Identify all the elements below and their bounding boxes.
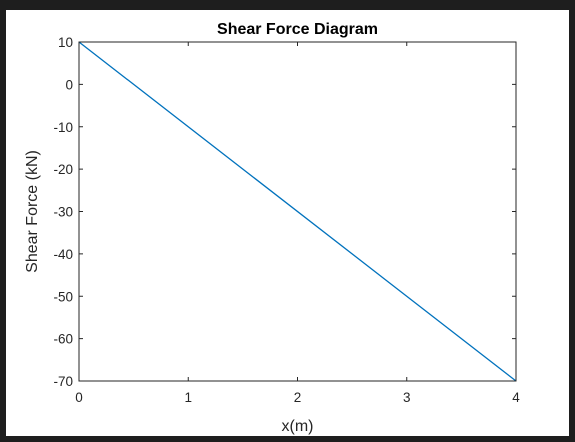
y-tick-label: -20	[53, 162, 73, 177]
x-tick-label: 2	[294, 390, 302, 405]
x-axis-label: x(m)	[282, 418, 314, 435]
series-layer	[78, 41, 517, 382]
x-tick-label: 3	[403, 390, 411, 405]
y-tick-label: -50	[53, 289, 73, 304]
x-tick-label: 4	[512, 390, 520, 405]
y-tick-label: -60	[53, 332, 73, 347]
y-tick-label: 0	[65, 77, 73, 92]
figure-canvas: 0 1 2 3 4 10 0 -10 -20 -30 -40 -50 -60 -70 Shear Forc…	[6, 10, 569, 436]
y-tick-label: -10	[53, 120, 73, 135]
shear-force-chart: 0 1 2 3 4 10 0 -10 -20 -30 -40 -50 -60 -70 Shear Forc…	[24, 21, 520, 435]
y-tick-label: -70	[53, 374, 73, 389]
y-axis-label: Shear Force (kN)	[24, 150, 41, 273]
series-line-0	[78, 41, 517, 382]
y-tick-label: 10	[58, 35, 73, 50]
tick-layer: 0 1 2 3 4 10 0 -10 -20 -30 -40 -50 -60 -70	[53, 35, 520, 405]
chart-title: Shear Force Diagram	[217, 21, 378, 38]
x-tick-label: 1	[184, 390, 192, 405]
y-tick-label: -30	[53, 205, 73, 220]
y-tick-label: -40	[53, 247, 73, 262]
x-tick-label: 0	[75, 390, 83, 405]
